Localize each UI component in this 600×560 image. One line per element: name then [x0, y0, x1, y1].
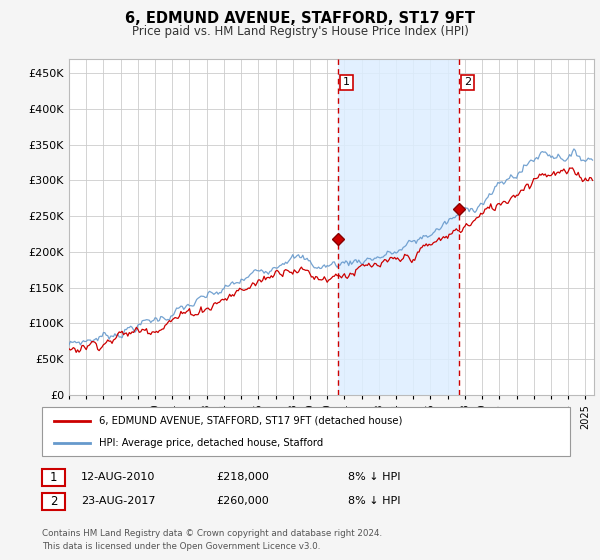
Text: 1: 1	[343, 77, 350, 87]
Text: 1: 1	[50, 470, 57, 484]
Text: 6, EDMUND AVENUE, STAFFORD, ST17 9FT: 6, EDMUND AVENUE, STAFFORD, ST17 9FT	[125, 11, 475, 26]
Text: 8% ↓ HPI: 8% ↓ HPI	[348, 472, 401, 482]
Text: 12-AUG-2010: 12-AUG-2010	[81, 472, 155, 482]
Text: 2: 2	[464, 77, 471, 87]
Text: 23-AUG-2017: 23-AUG-2017	[81, 496, 155, 506]
Text: Price paid vs. HM Land Registry's House Price Index (HPI): Price paid vs. HM Land Registry's House …	[131, 25, 469, 38]
Text: £260,000: £260,000	[216, 496, 269, 506]
Text: 2: 2	[50, 494, 57, 508]
Text: 8% ↓ HPI: 8% ↓ HPI	[348, 496, 401, 506]
Text: 6, EDMUND AVENUE, STAFFORD, ST17 9FT (detached house): 6, EDMUND AVENUE, STAFFORD, ST17 9FT (de…	[99, 416, 403, 426]
Text: HPI: Average price, detached house, Stafford: HPI: Average price, detached house, Staf…	[99, 437, 323, 447]
Text: £218,000: £218,000	[216, 472, 269, 482]
Text: Contains HM Land Registry data © Crown copyright and database right 2024.
This d: Contains HM Land Registry data © Crown c…	[42, 529, 382, 550]
Bar	[338, 59, 459, 395]
